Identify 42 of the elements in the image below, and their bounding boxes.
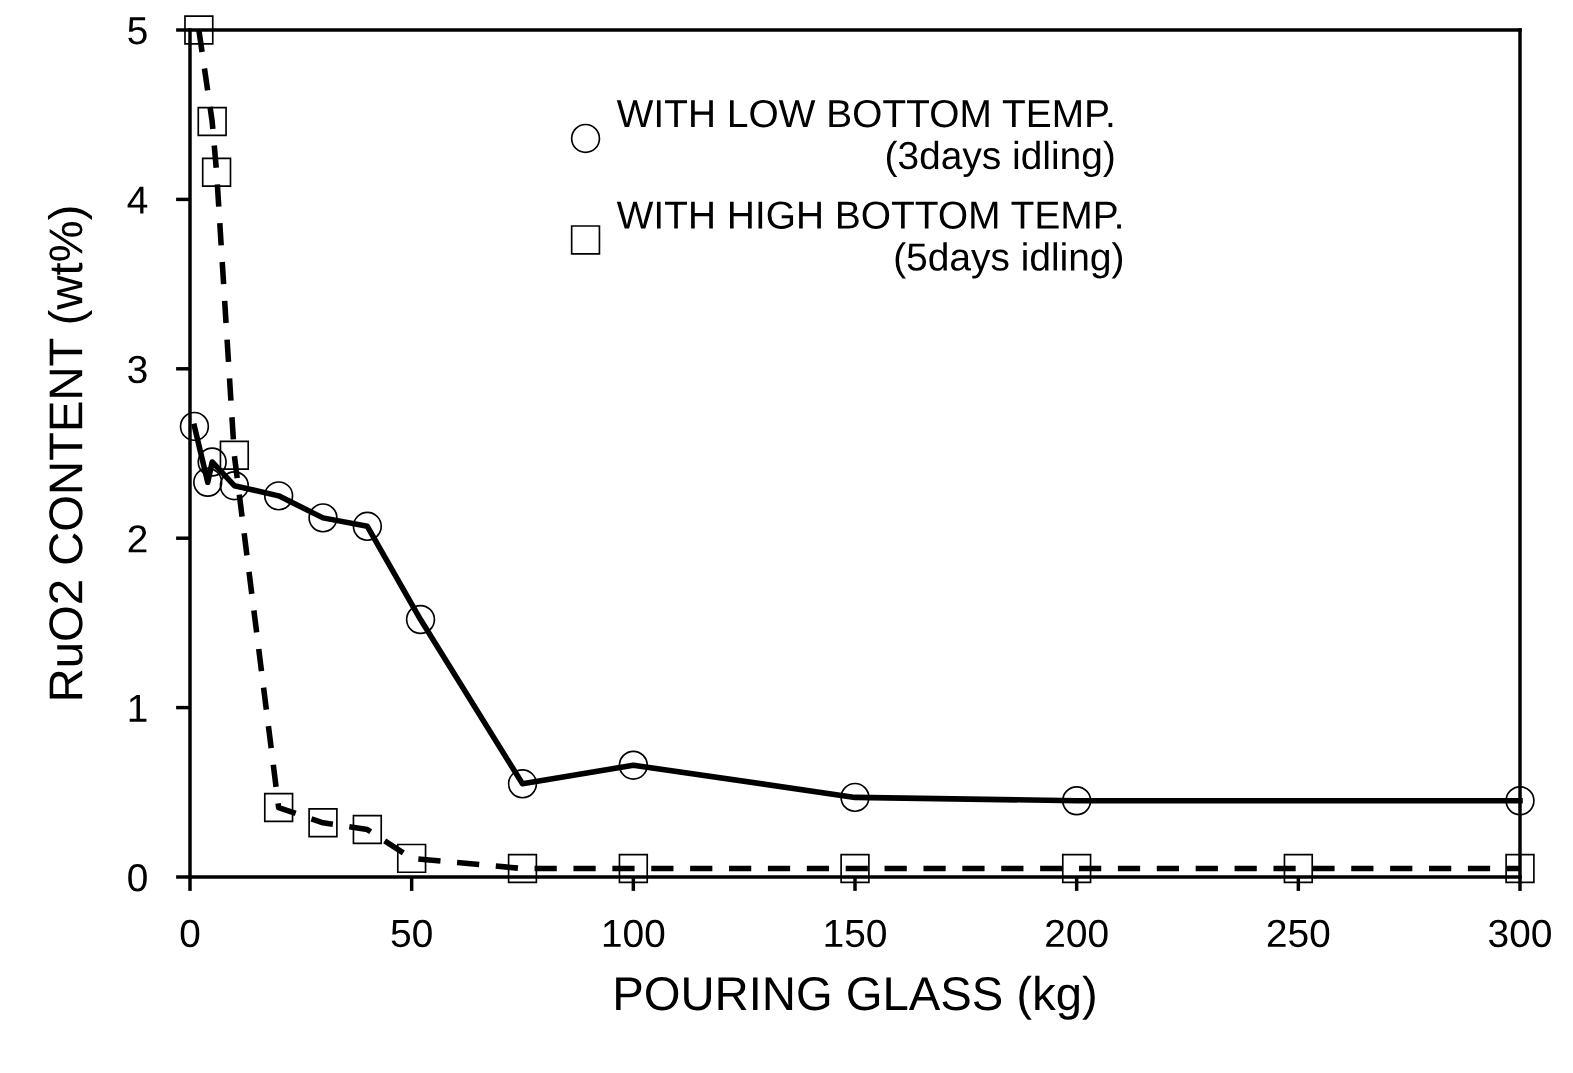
x-tick-label: 200 [1046,919,1108,948]
y-tick-label: 5 [128,17,147,45]
y-tick-label: 4 [127,186,148,214]
point [263,792,294,823]
point [179,411,210,442]
x-tick-label: 100 [603,919,665,948]
y-axis-title: RuO2 CONTENT (wt%) [47,207,92,699]
point [396,843,427,874]
point [308,808,338,838]
point [308,503,338,533]
point [1505,786,1535,816]
point [197,106,227,137]
legend-label: WITH HIGH BOTTOM TEMP. (5days idling) [616,201,1123,279]
y-tick-label: 1 [129,694,147,722]
point [618,853,649,884]
point [193,467,223,498]
x-tick-label: 50 [391,919,432,948]
point [840,782,870,813]
legend-label: WITH LOW BOTTOM TEMP. (3days idling) [616,99,1114,178]
point [1061,786,1092,816]
point [352,814,383,845]
x-tick-label: 150 [825,919,886,948]
point [352,511,383,542]
point [1283,853,1314,884]
y-tick-label: 3 [128,355,147,384]
point [263,481,294,511]
point [201,157,232,188]
point [1061,853,1092,884]
x-tick-label: 0 [180,919,200,948]
point [840,853,870,884]
point [184,15,214,45]
x-tick-label: 300 [1489,919,1551,948]
x-axis-title: POURING GLASS (kg) [616,975,1095,1020]
point [507,853,538,884]
point [1505,853,1535,884]
point [618,750,649,780]
point [219,440,250,470]
y-tick-label: 0 [128,863,147,892]
point [405,604,436,635]
x-tick-label: 250 [1267,919,1330,948]
point [507,769,538,799]
y-tick-label: 2 [128,525,147,553]
